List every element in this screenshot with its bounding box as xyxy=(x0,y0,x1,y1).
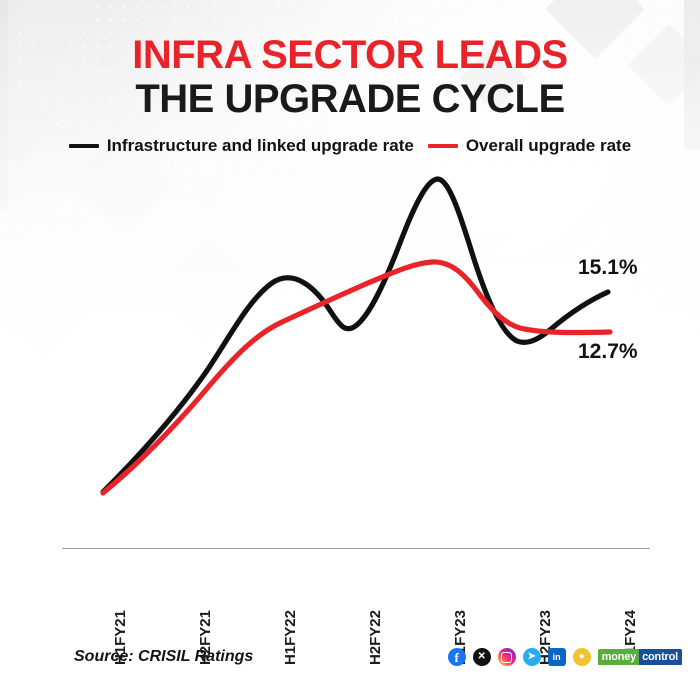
legend-item-overall: Overall upgrade rate xyxy=(427,136,632,156)
x-axis-tick-2: H1FY22 xyxy=(282,610,299,666)
x-axis-line xyxy=(62,548,650,549)
social-icon-bar: f ✕ ➤ in ● money control xyxy=(447,648,682,666)
legend-line-marker-red-icon xyxy=(427,144,458,148)
legend-label-infrastructure: Infrastructure and linked upgrade rate xyxy=(106,136,414,155)
series-path-overall xyxy=(100,259,613,496)
facebook-icon[interactable]: f xyxy=(447,648,466,666)
logo-text-control: control xyxy=(639,649,682,665)
x-twitter-icon[interactable]: ✕ xyxy=(472,648,491,666)
legend-line-marker-black-icon xyxy=(68,144,99,148)
koo-icon[interactable]: ● xyxy=(572,648,591,666)
end-label-overall: 12.7% xyxy=(578,340,638,363)
series-path-infrastructure xyxy=(100,176,611,495)
chart-legend: Infrastructure and linked upgrade rate O… xyxy=(0,136,700,156)
linkedin-icon[interactable]: in xyxy=(547,648,566,666)
x-axis-labels: H1FY21 H2FY21 H1FY22 H2FY22 H1FY23 H2FY2… xyxy=(0,552,700,665)
page-title: INFRA SECTOR LEADS THE UPGRADE CYCLE xyxy=(0,34,700,120)
title-line-secondary: THE UPGRADE CYCLE xyxy=(135,77,565,121)
legend-item-infrastructure: Infrastructure and linked upgrade rate xyxy=(68,136,414,156)
title-line-primary: INFRA SECTOR LEADS xyxy=(132,33,568,77)
legend-label-overall: Overall upgrade rate xyxy=(465,136,632,155)
telegram-icon[interactable]: ➤ xyxy=(522,648,541,666)
end-label-infrastructure: 15.1% xyxy=(578,256,638,279)
moneycontrol-logo[interactable]: money control xyxy=(597,649,682,666)
instagram-icon[interactable] xyxy=(497,648,516,666)
logo-text-money: money xyxy=(597,649,640,665)
x-axis-tick-3: H2FY22 xyxy=(367,610,384,666)
source-attribution: Source: CRISIL Ratings xyxy=(74,648,254,665)
